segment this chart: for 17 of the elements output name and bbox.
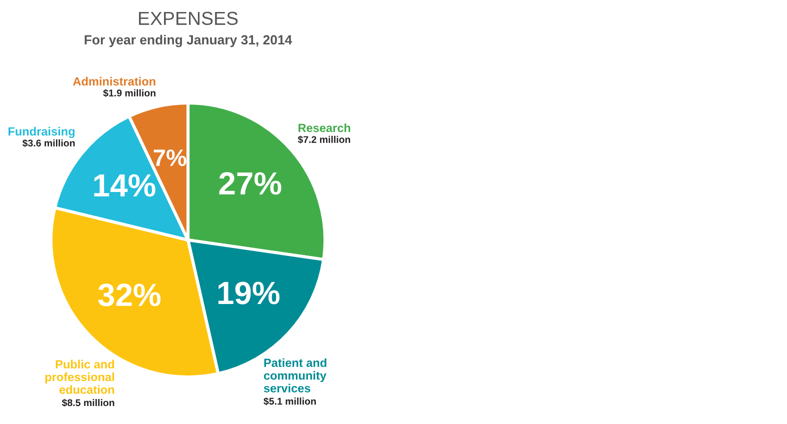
text: $3.6 million xyxy=(22,139,75,148)
text: $7.2 million xyxy=(298,136,350,144)
slice-label: Research xyxy=(298,123,350,132)
data-label: 14% xyxy=(94,174,156,197)
text: $5.1 million xyxy=(264,397,316,406)
text: $8.5 million xyxy=(62,398,114,407)
data-label: 32% xyxy=(98,284,161,306)
chart-subtitle: For year ending January 31, 2014 xyxy=(84,34,292,48)
data-label: 7% xyxy=(154,149,186,166)
text: $1.9 million xyxy=(103,89,156,98)
chart-title: EXPENSES xyxy=(138,12,238,26)
data-label: 19% xyxy=(218,282,280,304)
slice-label: Patient and community services xyxy=(264,358,326,392)
slice-label: Public and professional education xyxy=(45,360,114,394)
data-label: 27% xyxy=(219,172,282,195)
slice-label: Administration xyxy=(73,76,156,86)
slice-label: Fundraising xyxy=(8,126,75,138)
